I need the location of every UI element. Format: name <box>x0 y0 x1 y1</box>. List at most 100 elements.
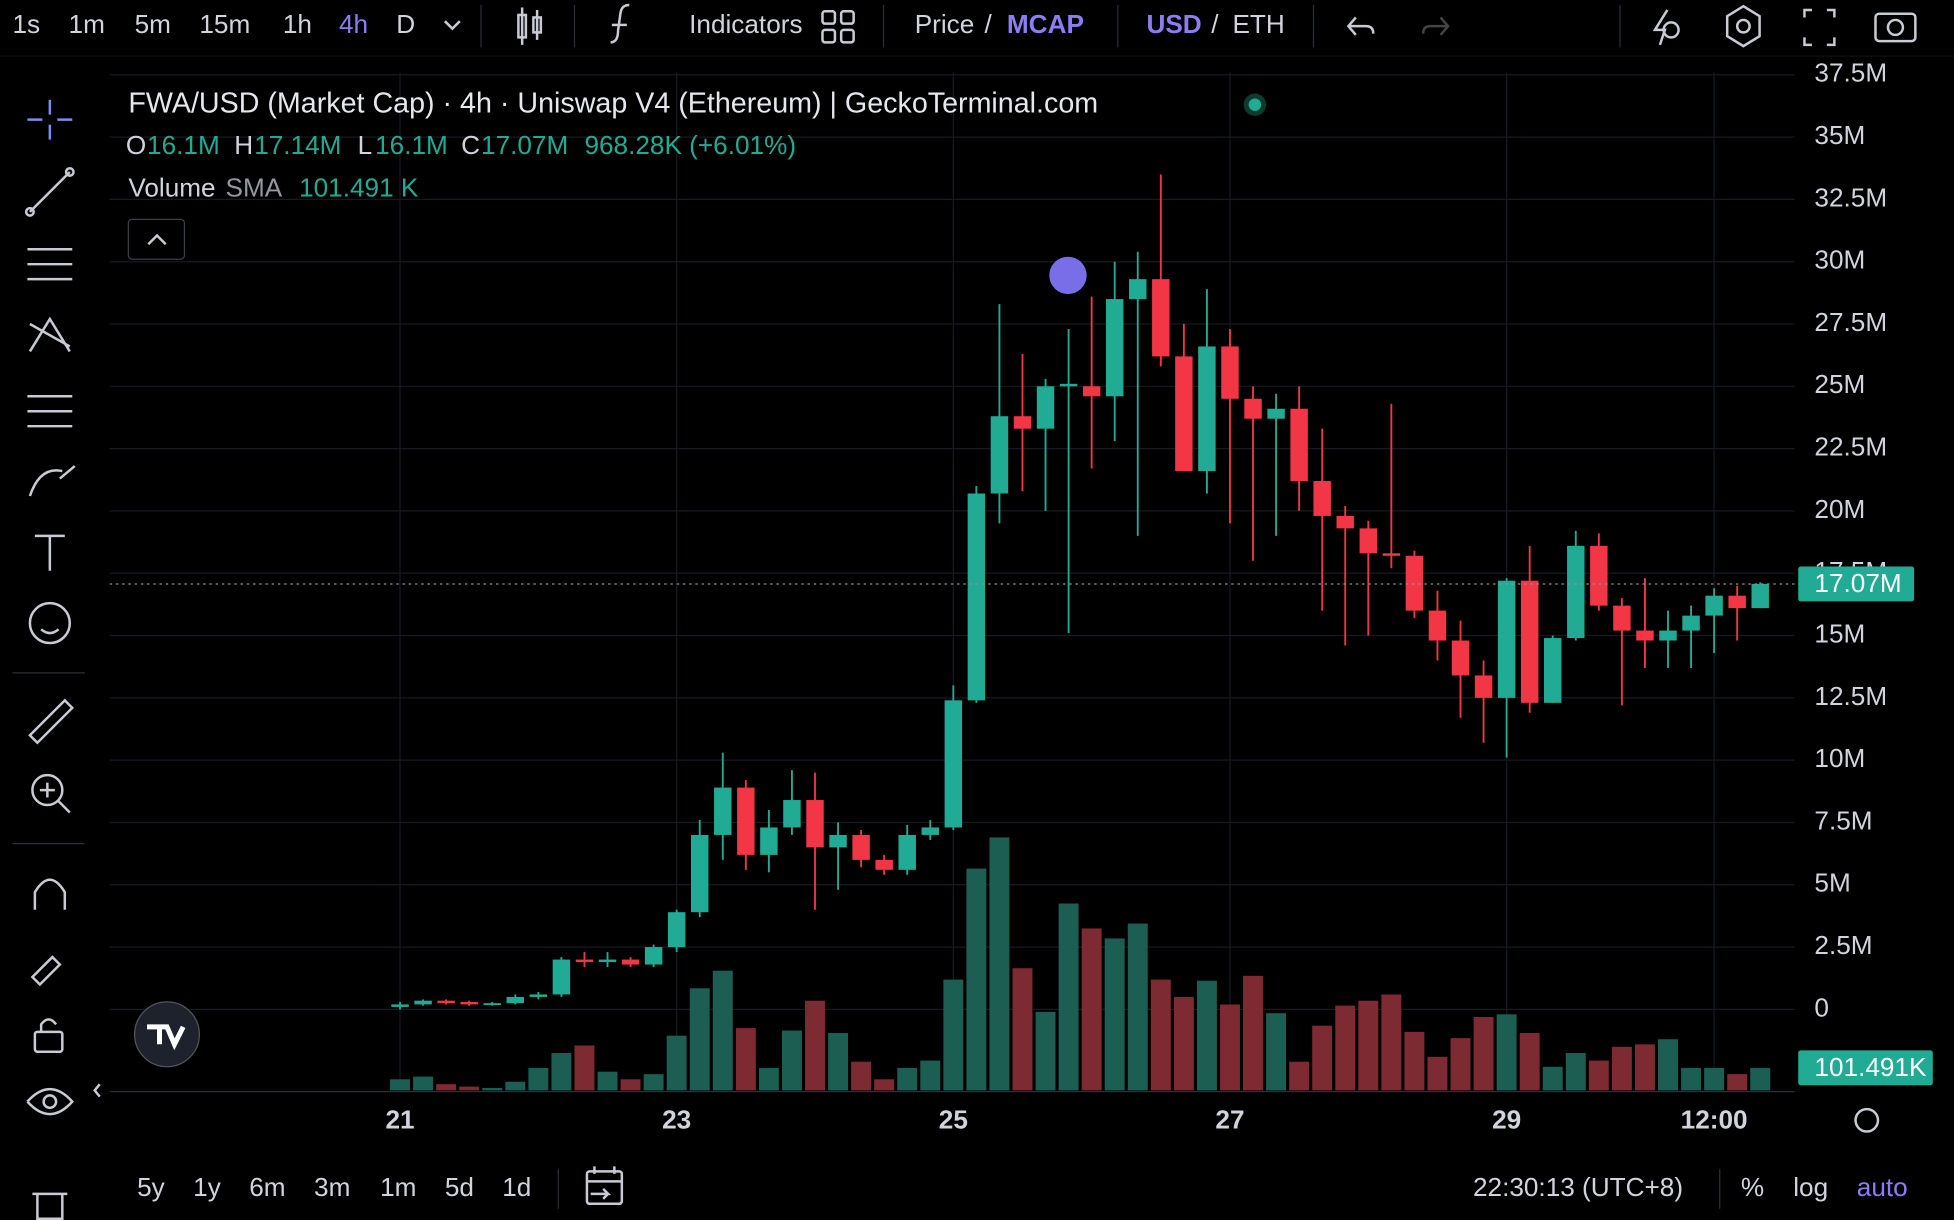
volume-bar <box>436 1084 457 1091</box>
range-button[interactable]: 6m <box>249 1172 285 1202</box>
drawing-tools[interactable] <box>24 99 101 1220</box>
volume-bar <box>1081 928 1102 1091</box>
volume-bar <box>574 1045 595 1091</box>
range-button[interactable]: 3m <box>314 1172 350 1202</box>
volume-bar <box>920 1060 941 1091</box>
candle-body <box>898 834 916 870</box>
percent-toggle[interactable]: % <box>1741 1172 1764 1202</box>
range-button[interactable]: 5d <box>445 1172 474 1202</box>
volume-bar <box>1196 980 1217 1091</box>
collapse-button[interactable] <box>127 218 186 260</box>
candle-body <box>691 834 709 913</box>
volume-bar <box>551 1053 572 1091</box>
tv-logo[interactable] <box>133 1001 201 1068</box>
eth-toggle[interactable]: ETH <box>1232 9 1284 39</box>
settings-icon[interactable] <box>1854 1107 1880 1133</box>
candle-body <box>1036 386 1055 429</box>
range-button[interactable]: 1d <box>502 1172 531 1202</box>
candle-body <box>1013 416 1032 429</box>
candle-body <box>1728 595 1746 609</box>
candle-body <box>1636 630 1654 641</box>
candle-body <box>598 959 617 963</box>
candle-body <box>1290 408 1308 482</box>
candle-body <box>1244 398 1262 419</box>
candle-body <box>483 1003 501 1006</box>
ohlc-label: C <box>461 130 480 160</box>
mcap-toggle[interactable]: MCAP <box>1007 9 1084 39</box>
candle-body <box>529 994 548 997</box>
volume-bar <box>1634 1044 1655 1091</box>
volume-bar <box>874 1079 895 1091</box>
timeframe[interactable]: 1m <box>69 9 105 39</box>
event-marker[interactable] <box>1049 256 1087 295</box>
volume-bar <box>1012 968 1033 1091</box>
volume-bar <box>1704 1067 1725 1091</box>
candle-body <box>506 996 525 1004</box>
price-toggle[interactable]: Price <box>915 9 975 39</box>
candle-body <box>783 800 801 828</box>
candle-body <box>829 834 847 848</box>
volume-bar <box>528 1067 549 1091</box>
timeframe[interactable]: 1h <box>283 9 312 39</box>
volume-bar <box>828 1032 849 1091</box>
timeframe[interactable]: 15m <box>199 9 250 39</box>
timeframe[interactable]: 5m <box>135 9 171 39</box>
timeframe[interactable]: 4h <box>339 9 368 39</box>
sma-label: SMA <box>226 172 283 202</box>
candle-body <box>1520 580 1539 703</box>
y-tick-label: 15M <box>1814 618 1865 648</box>
volume-bar <box>1289 1061 1310 1091</box>
candle-body <box>852 834 870 860</box>
volume-bar <box>1681 1067 1702 1091</box>
y-tick-label: 37.5M <box>1814 58 1887 88</box>
volume-bar <box>1243 975 1263 1091</box>
volume-bar <box>1750 1067 1771 1091</box>
volume-bar <box>1104 938 1125 1091</box>
volume-bar <box>1127 923 1148 1091</box>
volume-bar <box>482 1087 503 1091</box>
sma-value: 101.491 K <box>299 172 419 202</box>
ohlc-label: H <box>234 130 253 160</box>
separators <box>12 4 1721 1209</box>
range-button[interactable]: 1y <box>193 1172 222 1202</box>
usd-toggle[interactable]: USD <box>1146 9 1201 39</box>
volume-bar <box>1473 1016 1494 1091</box>
candle-body <box>1221 346 1239 399</box>
y-tick-label: 27.5M <box>1814 307 1887 337</box>
candle-body <box>1405 555 1424 611</box>
timeframe[interactable]: 1s <box>12 9 40 39</box>
range-button[interactable]: 1m <box>380 1172 416 1202</box>
candle-body <box>1198 346 1216 472</box>
y-tick-label: 20M <box>1814 494 1865 524</box>
texts: Indicators Price / MCAP USD / ETH FWA/US… <box>12 9 1907 1202</box>
log-toggle[interactable]: log <box>1793 1172 1828 1202</box>
volume-bar <box>1381 994 1402 1091</box>
calendar-icon[interactable] <box>585 1166 624 1206</box>
volume-bar <box>620 1079 641 1091</box>
toolbar-icons[interactable] <box>444 3 1917 48</box>
y-tick-label: 32.5M <box>1814 182 1887 212</box>
volume-bar <box>897 1067 918 1091</box>
volume-bar <box>1358 1000 1379 1091</box>
x-tick-label: 23 <box>662 1104 691 1134</box>
volume-bar <box>943 979 964 1091</box>
volume-bar <box>459 1086 480 1091</box>
volume-bar <box>643 1074 664 1091</box>
candle-body <box>1751 583 1769 609</box>
candle-body <box>644 947 663 965</box>
candle-body <box>460 1001 478 1005</box>
candle-body <box>575 959 594 963</box>
y-tick-label: 35M <box>1814 120 1865 150</box>
volume-sma-tag <box>1798 1050 1933 1086</box>
volume-bar <box>1058 903 1079 1091</box>
auto-toggle[interactable]: auto <box>1857 1172 1908 1202</box>
timeframe[interactable]: D <box>396 9 415 39</box>
grid: 02.5M5M7.5M10M12.5M15M17.5M20M22.5M25M27… <box>109 58 1887 1134</box>
indicators[interactable]: Indicators <box>689 9 802 39</box>
range-button[interactable]: 5y <box>137 1172 166 1202</box>
volume-bar <box>1173 996 1194 1091</box>
candle-body <box>437 1000 455 1004</box>
x-tick-label: 21 <box>385 1104 414 1134</box>
volume-bar <box>1565 1053 1586 1091</box>
